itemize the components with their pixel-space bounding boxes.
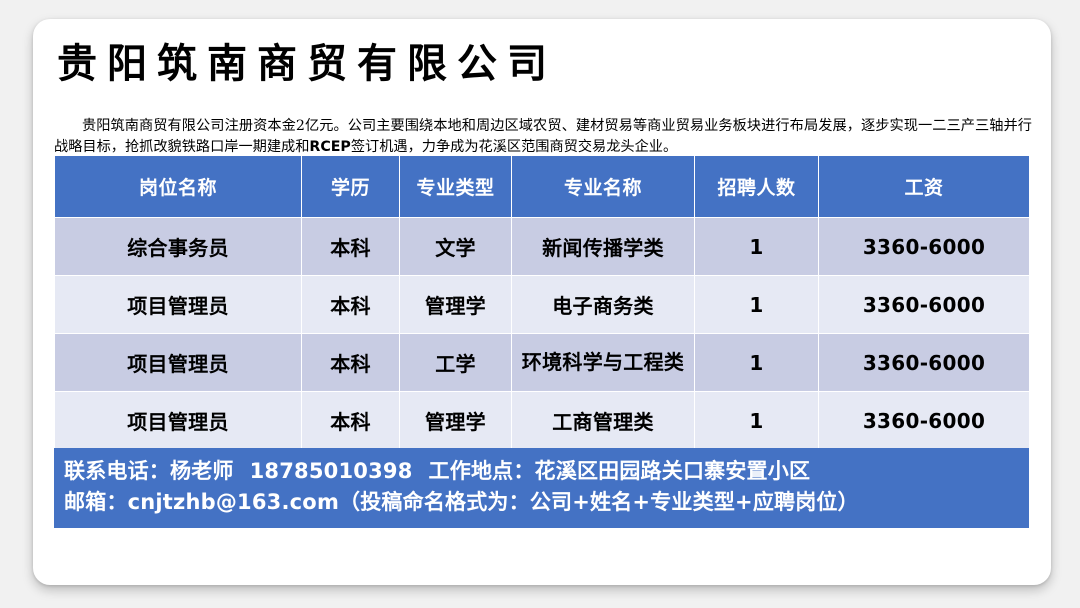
cell-major-name: 电子商务类 [511,275,695,334]
cell-major-name: 环境科学与工程类 [511,333,695,392]
intro-text-part1: 贵阳筑南商贸有限公司注册资本金2亿元。公司主要围绕本地和周边区域农贸、建材贸易等… [54,118,1032,156]
naming-rule: （投稿命名格式为：公司+姓名+专业类型+应聘岗位） [339,490,859,514]
cell-headcount: 1 [694,391,819,450]
table-header-row: 岗位名称 学历 专业类型 专业名称 招聘人数 工资 [54,155,1030,218]
cell-major-name: 工商管理类 [511,391,695,450]
cell-education: 本科 [301,391,400,450]
company-introduction-paragraph: 贵阳筑南商贸有限公司注册资本金2亿元。公司主要围绕本地和周边区域农贸、建材贸易等… [54,116,1032,158]
table-row: 项目管理员 本科 工学 环境科学与工程类 1 3360-6000 [54,333,1030,392]
cell-major-type: 文学 [399,217,512,276]
job-listings-table: 岗位名称 学历 专业类型 专业名称 招聘人数 工资 综合事务员 本科 文学 新闻… [54,155,1030,450]
cell-salary: 3360-6000 [818,275,1030,334]
cell-headcount: 1 [694,275,819,334]
contact-footer: 联系电话：杨老师 18785010398 工作地点：花溪区田园路关口寨安置小区 邮箱… [54,448,1029,528]
cell-position: 项目管理员 [54,391,302,450]
footer-line-email: 邮箱：cnjtzhb@163.com（投稿命名格式为：公司+姓名+专业类型+应聘… [64,487,1019,518]
cell-education: 本科 [301,275,400,334]
location-label: 工作地点： [428,459,535,483]
cell-position: 综合事务员 [54,217,302,276]
table-row: 综合事务员 本科 文学 新闻传播学类 1 3360-6000 [54,217,1030,276]
email-label: 邮箱： [64,490,128,514]
cell-headcount: 1 [694,217,819,276]
cell-education: 本科 [301,333,400,392]
intro-text-part2: 签订机遇，力争成为花溪区范围商贸交易龙头企业。 [350,139,678,156]
contact-name: 杨老师 [170,459,234,483]
cell-major-name: 新闻传播学类 [511,217,695,276]
page-title: 贵阳筑南商贸有限公司 [57,41,557,87]
cell-salary: 3360-6000 [818,333,1030,392]
cell-major-type: 管理学 [399,391,512,450]
cell-salary: 3360-6000 [818,391,1030,450]
email-address[interactable]: cnjtzhb@163.com [127,490,340,514]
column-header-headcount: 招聘人数 [694,155,819,218]
cell-major-type: 管理学 [399,275,512,334]
column-header-major-type: 专业类型 [399,155,512,218]
column-header-position: 岗位名称 [54,155,302,218]
intro-emphasis-rcep: RCEP [309,139,351,156]
phone-number[interactable]: 18785010398 [249,459,413,483]
cell-major-type: 工学 [399,333,512,392]
column-header-salary: 工资 [818,155,1030,218]
column-header-major-name: 专业名称 [511,155,695,218]
cell-position: 项目管理员 [54,333,302,392]
table-row: 项目管理员 本科 管理学 工商管理类 1 3360-6000 [54,391,1030,450]
cell-headcount: 1 [694,333,819,392]
column-header-education: 学历 [301,155,400,218]
table-row: 项目管理员 本科 管理学 电子商务类 1 3360-6000 [54,275,1030,334]
cell-salary: 3360-6000 [818,217,1030,276]
location-value: 花溪区田园路关口寨安置小区 [534,459,811,483]
poster-card: 贵阳筑南商贸有限公司 贵阳筑南商贸有限公司注册资本金2亿元。公司主要围绕本地和周… [33,19,1051,585]
footer-line-contact: 联系电话：杨老师 18785010398 工作地点：花溪区田园路关口寨安置小区 [64,456,1019,487]
cell-position: 项目管理员 [54,275,302,334]
cell-education: 本科 [301,217,400,276]
phone-label: 联系电话： [64,459,170,483]
